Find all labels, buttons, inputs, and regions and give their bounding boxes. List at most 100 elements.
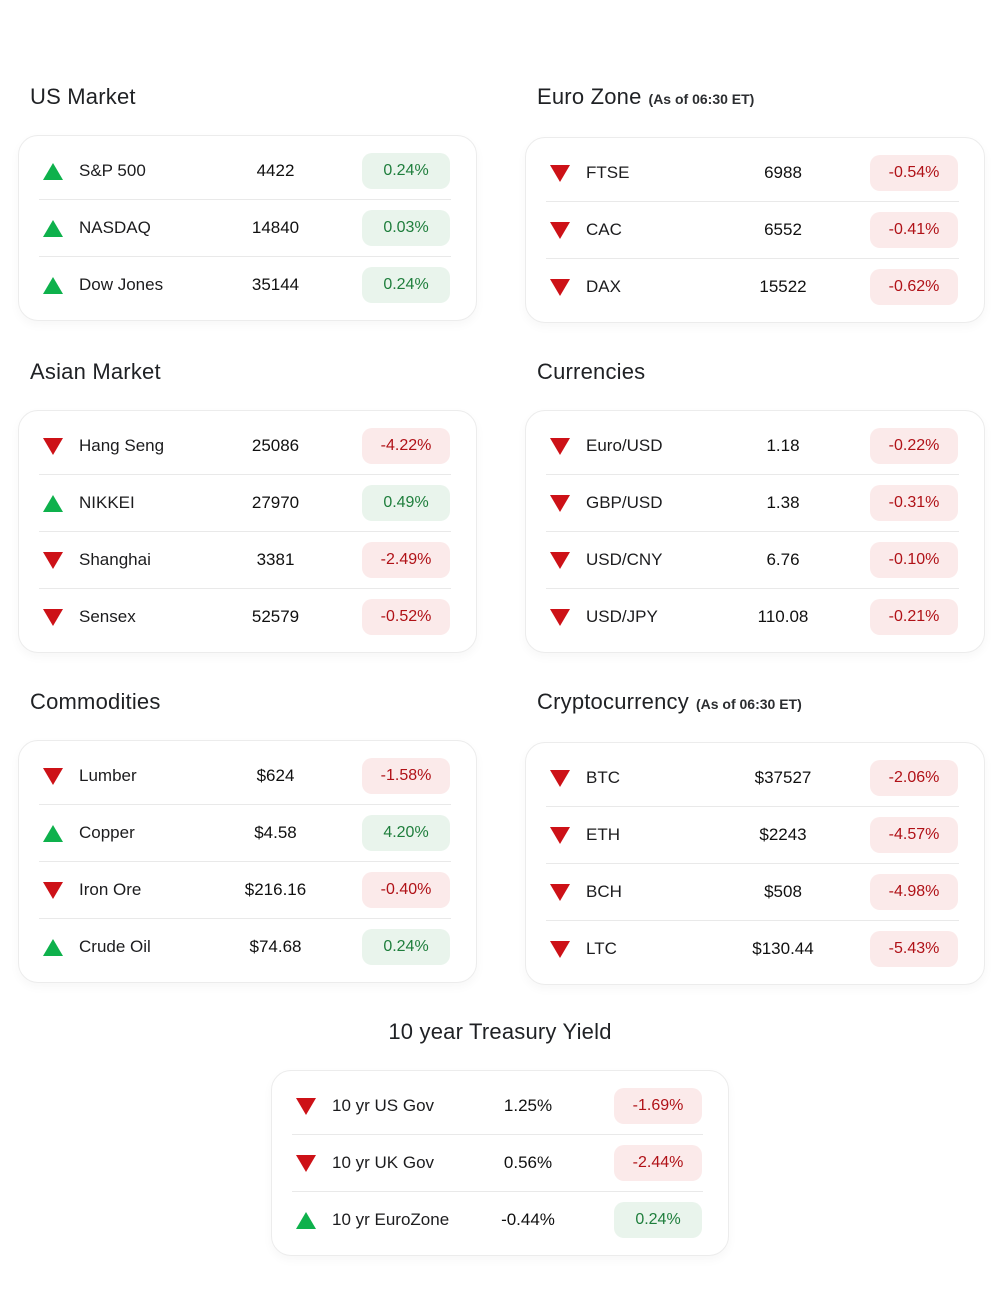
section-title: US Market: [30, 84, 477, 110]
change-badge: -0.40%: [362, 872, 450, 908]
instrument-value: 3381: [256, 550, 295, 569]
row-divider: [546, 201, 959, 202]
instrument-label: Crude Oil: [79, 937, 151, 956]
instrument-label: Iron Ore: [79, 880, 142, 899]
section-title-text: Cryptocurrency: [537, 689, 689, 714]
row-divider: [39, 256, 451, 257]
down-triangle-icon: [43, 881, 63, 899]
instrument-label: BTC: [586, 768, 620, 787]
instrument-label: Lumber: [79, 766, 137, 785]
down-triangle-icon: [550, 883, 570, 901]
section-title-text: Currencies: [537, 359, 646, 384]
row-divider: [39, 474, 451, 475]
market-row: Euro/USD 1.18 -0.22%: [526, 418, 984, 474]
change-badge: -0.52%: [362, 599, 450, 635]
market-row: CAC 6552 -0.41%: [526, 202, 984, 258]
change-badge: -4.98%: [870, 874, 958, 910]
market-row: NASDAQ 14840 0.03%: [19, 200, 476, 256]
market-card: BTC $37527 -2.06% ETH $2243 -4.57% BCH $…: [525, 742, 985, 985]
instrument-label: Shanghai: [79, 550, 151, 569]
change-badge: -0.22%: [870, 428, 958, 464]
market-row: USD/JPY 110.08 -0.21%: [526, 589, 984, 645]
section-title-timestamp: (As of 06:30 ET): [695, 696, 802, 712]
instrument-value: -0.44%: [501, 1210, 555, 1229]
change-badge: -0.54%: [870, 155, 958, 191]
instrument-value: $216.16: [244, 880, 307, 899]
section-title: Commodities: [30, 689, 477, 715]
instrument-value: 1.38: [766, 493, 800, 512]
row-divider: [39, 918, 451, 919]
instrument-label: USD/JPY: [586, 607, 658, 626]
instrument-value: 6552: [764, 220, 802, 239]
change-badge: -2.06%: [870, 760, 958, 796]
change-badge: 0.03%: [362, 210, 450, 246]
section-title-text: 10 year Treasury Yield: [388, 1019, 612, 1044]
section-title: Cryptocurrency (As of 06:30 ET): [537, 689, 985, 717]
market-row: 10 yr US Gov 1.25% -1.69%: [272, 1078, 728, 1134]
market-row: Dow Jones 35144 0.24%: [19, 257, 476, 313]
down-triangle-icon: [43, 551, 63, 569]
instrument-label: Copper: [79, 823, 135, 842]
market-card: Euro/USD 1.18 -0.22% GBP/USD 1.38 -0.31%…: [525, 410, 985, 653]
market-row: Sensex 52579 -0.52%: [19, 589, 476, 645]
change-badge: -1.58%: [362, 758, 450, 794]
up-triangle-icon: [296, 1211, 316, 1229]
instrument-label: 10 yr US Gov: [332, 1096, 435, 1115]
markets-dashboard: US Market S&P 500 4422 0.24% NASDAQ 1484…: [0, 84, 1000, 1256]
instrument-label: NIKKEI: [79, 493, 135, 512]
market-row: NIKKEI 27970 0.49%: [19, 475, 476, 531]
change-badge: -0.31%: [870, 485, 958, 521]
instrument-label: BCH: [586, 882, 622, 901]
row-divider: [39, 861, 451, 862]
down-triangle-icon: [550, 608, 570, 626]
change-badge: -0.41%: [870, 212, 958, 248]
treasury-section: 10 year Treasury Yield 10 yr US Gov 1.25…: [0, 1019, 1000, 1256]
treasury-card: 10 yr US Gov 1.25% -1.69% 10 yr UK Gov 0…: [271, 1070, 729, 1256]
instrument-label: S&P 500: [79, 161, 146, 180]
instrument-value: 1.25%: [503, 1096, 553, 1115]
instrument-value: $4.58: [254, 823, 297, 842]
instrument-label: FTSE: [586, 163, 630, 182]
section-title-text: US Market: [30, 84, 136, 109]
market-card: S&P 500 4422 0.24% NASDAQ 14840 0.03% Do…: [18, 135, 477, 321]
market-row: Hang Seng 25086 -4.22%: [19, 418, 476, 474]
instrument-value: 1.18: [766, 436, 800, 455]
market-card: Hang Seng 25086 -4.22% NIKKEI 27970 0.49…: [18, 410, 477, 653]
down-triangle-icon: [296, 1154, 316, 1172]
change-badge: -4.22%: [362, 428, 450, 464]
market-row: Copper $4.58 4.20%: [19, 805, 476, 861]
section-title: Asian Market: [30, 359, 477, 385]
instrument-label: NASDAQ: [79, 218, 151, 237]
section-title: Euro Zone (As of 06:30 ET): [537, 84, 985, 112]
instrument-label: Sensex: [79, 607, 136, 626]
sections-grid: US Market S&P 500 4422 0.24% NASDAQ 1484…: [18, 84, 985, 985]
change-badge: -1.69%: [614, 1088, 702, 1124]
market-card: Lumber $624 -1.58% Copper $4.58 4.20% Ir…: [18, 740, 477, 983]
market-row: BTC $37527 -2.06%: [526, 750, 984, 806]
change-badge: 0.24%: [362, 929, 450, 965]
instrument-value: 27970: [251, 493, 300, 512]
instrument-value: $2243: [759, 825, 807, 844]
instrument-label: GBP/USD: [586, 493, 663, 512]
market-row: USD/CNY 6.76 -0.10%: [526, 532, 984, 588]
instrument-value: 35144: [251, 275, 300, 294]
row-divider: [546, 920, 959, 921]
market-row: Lumber $624 -1.58%: [19, 748, 476, 804]
down-triangle-icon: [43, 767, 63, 785]
market-row: 10 yr UK Gov 0.56% -2.44%: [272, 1135, 728, 1191]
instrument-label: 10 yr EuroZone: [332, 1210, 450, 1229]
instrument-value: $624: [256, 766, 295, 785]
down-triangle-icon: [43, 608, 63, 626]
instrument-value: 0.56%: [503, 1153, 553, 1172]
instrument-value: 4422: [256, 161, 295, 180]
instrument-value: 15522: [759, 277, 807, 296]
down-triangle-icon: [550, 769, 570, 787]
market-row: GBP/USD 1.38 -0.31%: [526, 475, 984, 531]
instrument-value: $130.44: [752, 939, 814, 958]
change-badge: 0.49%: [362, 485, 450, 521]
instrument-value: 6.76: [766, 550, 800, 569]
section-cryptocurrency: Cryptocurrency (As of 06:30 ET) BTC $3752…: [525, 689, 985, 985]
up-triangle-icon: [43, 824, 63, 842]
instrument-label: CAC: [586, 220, 622, 239]
down-triangle-icon: [550, 437, 570, 455]
